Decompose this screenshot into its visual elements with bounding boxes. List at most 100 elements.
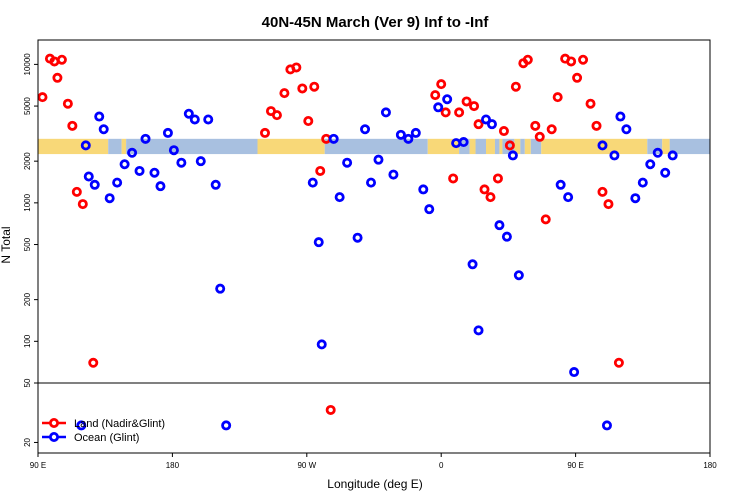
band-segment-ocean xyxy=(126,138,258,155)
point-land xyxy=(540,214,551,225)
point-land xyxy=(534,131,545,142)
point-land xyxy=(591,120,602,131)
point-land xyxy=(552,92,563,103)
point-ocean xyxy=(176,157,187,168)
point-land xyxy=(597,186,608,197)
band-segment-land xyxy=(499,138,503,155)
point-ocean xyxy=(119,159,130,170)
y-tick-label: 200 xyxy=(23,292,32,306)
point-ocean xyxy=(168,145,179,156)
point-land xyxy=(440,107,451,118)
point-ocean xyxy=(221,420,232,431)
point-ocean xyxy=(442,94,453,105)
point-ocean xyxy=(630,193,641,204)
point-land xyxy=(436,79,447,90)
point-ocean xyxy=(555,179,566,190)
point-ocean xyxy=(307,177,318,188)
point-land xyxy=(492,173,503,184)
y-tick-label: 100 xyxy=(23,334,32,348)
band-segment-land xyxy=(257,138,325,155)
point-ocean xyxy=(98,124,109,135)
band-segment-land xyxy=(514,138,521,155)
point-ocean xyxy=(140,133,151,144)
point-land xyxy=(271,110,282,121)
x-tick-label: 90 W xyxy=(297,461,316,470)
point-land xyxy=(530,120,541,131)
band-segment-ocean xyxy=(108,138,122,155)
point-land xyxy=(479,184,490,195)
point-land xyxy=(566,56,577,67)
point-land xyxy=(485,192,496,203)
x-tick-label: 180 xyxy=(703,461,717,470)
point-land xyxy=(504,140,515,151)
plot-frame xyxy=(37,39,711,454)
point-ocean xyxy=(507,150,518,161)
point-land xyxy=(448,173,459,184)
point-land xyxy=(52,72,63,83)
point-ocean xyxy=(473,325,484,336)
point-land xyxy=(303,116,314,127)
point-land xyxy=(49,56,60,67)
point-ocean xyxy=(660,167,671,178)
point-land xyxy=(325,404,336,415)
point-ocean xyxy=(334,192,345,203)
band-segment-land xyxy=(121,138,127,155)
y-tick-label: 5000 xyxy=(23,97,32,115)
point-ocean xyxy=(328,133,339,144)
point-ocean xyxy=(80,140,91,151)
x-tick-label: 0 xyxy=(439,461,444,470)
point-ocean xyxy=(313,237,324,248)
band-segment-ocean xyxy=(324,138,428,155)
point-ocean xyxy=(195,156,206,167)
point-ocean xyxy=(563,192,574,203)
point-ocean xyxy=(410,127,421,138)
point-land xyxy=(291,62,302,73)
point-ocean xyxy=(94,111,105,122)
point-ocean xyxy=(486,119,497,130)
x-axis-label: Longitude (deg E) xyxy=(327,477,422,491)
point-ocean xyxy=(467,259,478,270)
point-ocean xyxy=(210,179,221,190)
y-tick-label: 500 xyxy=(23,237,32,251)
point-ocean xyxy=(134,165,145,176)
x-tick-label: 180 xyxy=(166,461,180,470)
point-ocean xyxy=(83,171,94,182)
chart-title: 40N-45N March (Ver 9) Inf to -Inf xyxy=(262,14,490,31)
point-ocean xyxy=(104,193,115,204)
y-axis-label: N Total xyxy=(0,226,13,263)
point-land xyxy=(461,96,472,107)
band-segment-land xyxy=(486,138,495,155)
point-ocean xyxy=(494,220,505,231)
y-tick-label: 20 xyxy=(23,437,32,446)
y-tick-label: 10000 xyxy=(23,53,32,76)
point-ocean xyxy=(155,181,166,192)
point-ocean xyxy=(601,420,612,431)
band-segment-land xyxy=(541,138,648,155)
point-land xyxy=(259,127,270,138)
point-ocean xyxy=(203,114,214,125)
point-ocean xyxy=(667,150,678,161)
point-ocean xyxy=(183,108,194,119)
point-ocean xyxy=(149,167,160,178)
point-land xyxy=(469,101,480,112)
axes: 90 E 180 90 W 0 90 E 180 100 200 500 1000 2000 5000… xyxy=(23,53,717,470)
point-land xyxy=(62,98,73,109)
point-ocean xyxy=(366,177,377,188)
point-land xyxy=(498,126,509,137)
point-land xyxy=(454,107,465,118)
point-ocean xyxy=(433,102,444,113)
point-land xyxy=(88,357,99,368)
point-ocean xyxy=(403,133,414,144)
x-tick-label: 90 E xyxy=(30,461,46,470)
y-tick-label: 2000 xyxy=(23,152,32,170)
point-ocean xyxy=(352,232,363,243)
band-segment-ocean xyxy=(669,138,710,155)
point-ocean xyxy=(189,114,200,125)
y-tick-label: 50 xyxy=(23,378,32,387)
point-ocean xyxy=(569,367,580,378)
band-segment-ocean xyxy=(520,138,525,155)
legend-marker xyxy=(49,431,60,442)
point-land xyxy=(430,90,441,101)
band-segment-land xyxy=(469,138,476,155)
band-segment-land xyxy=(38,138,109,155)
